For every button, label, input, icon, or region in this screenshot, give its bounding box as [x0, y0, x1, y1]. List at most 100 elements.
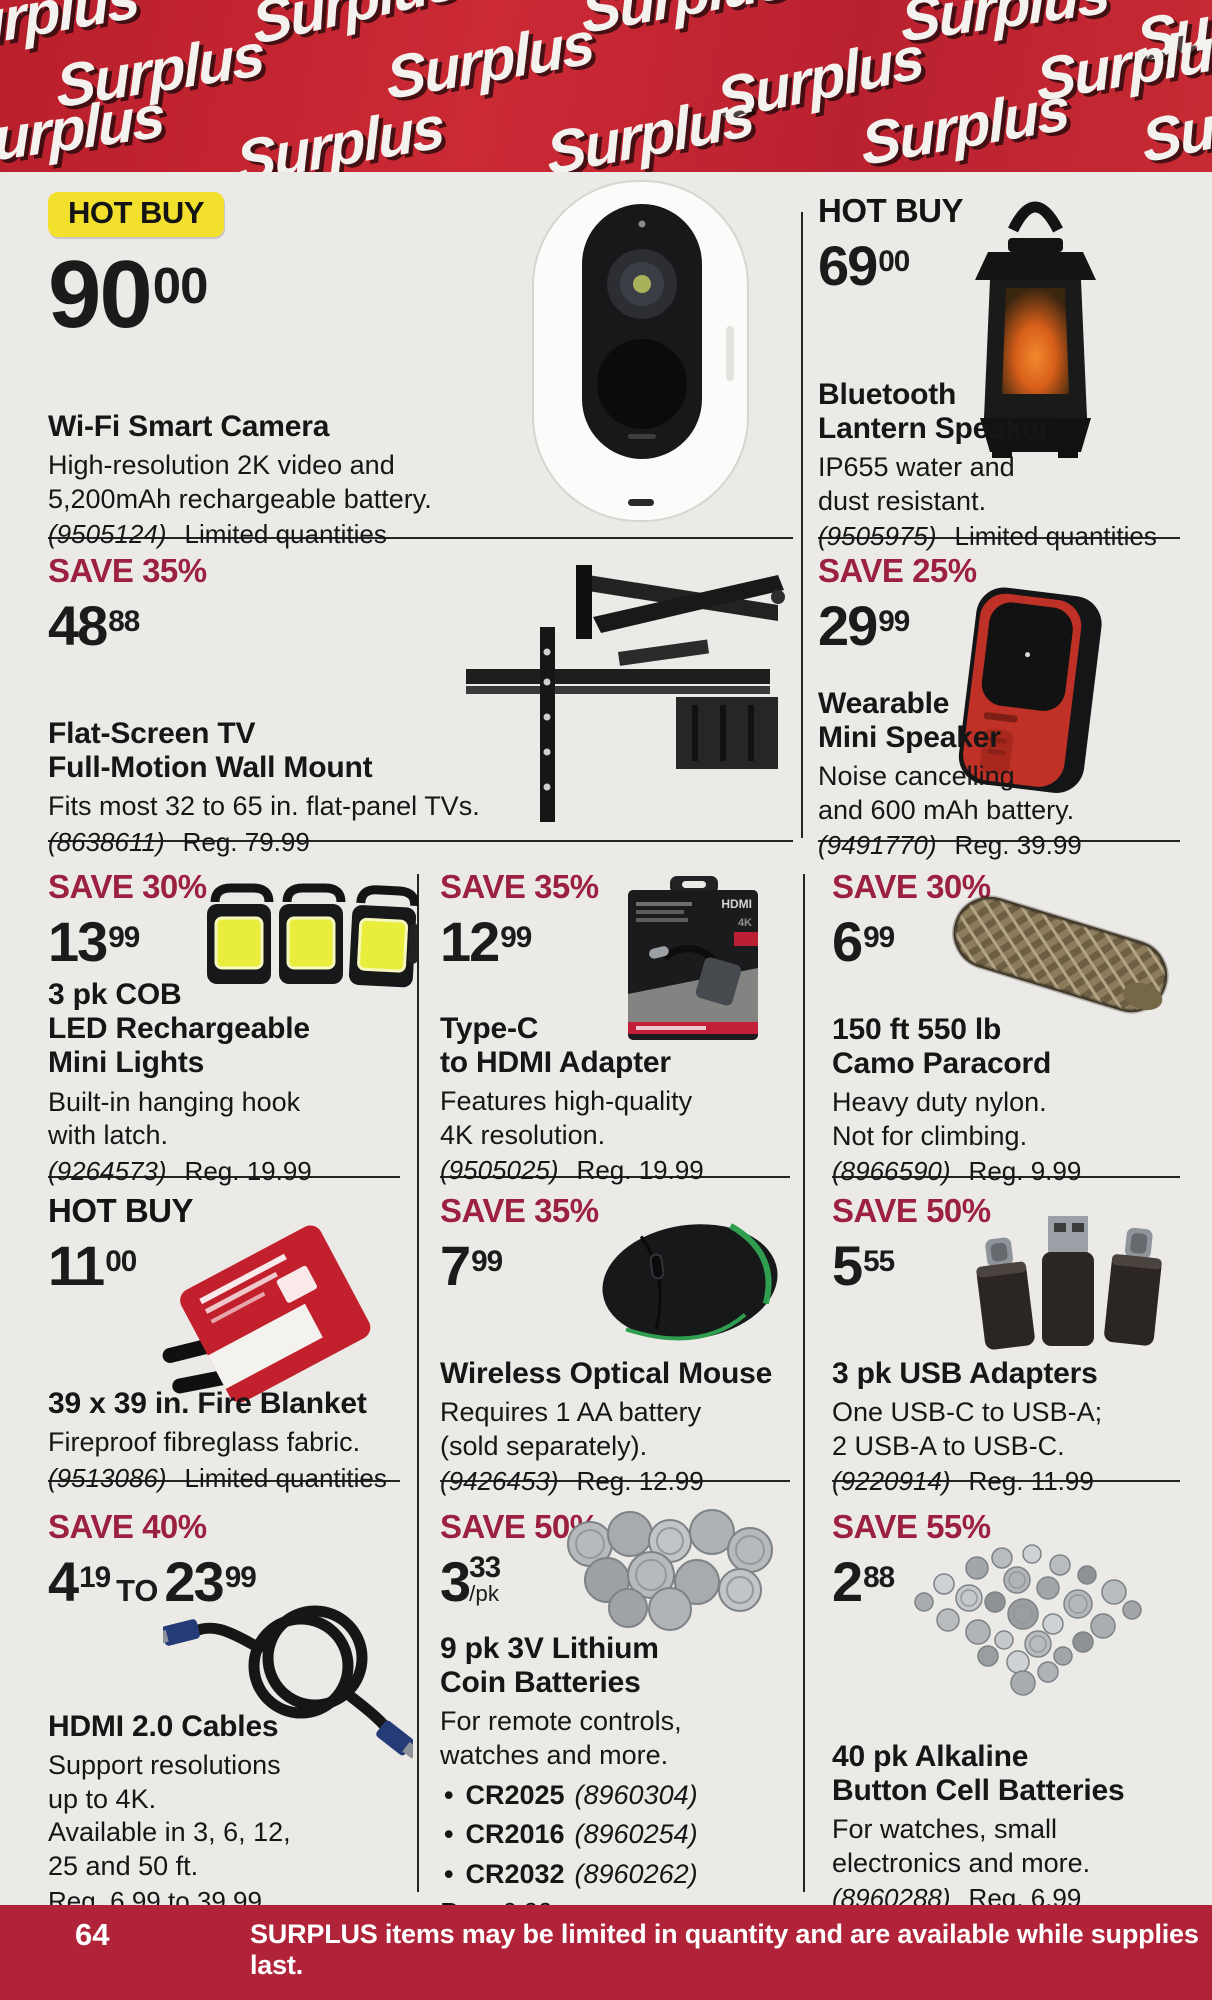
price-cents: 88	[863, 1560, 895, 1594]
type-c-hdmi-adapter-image: HDMI 4K	[612, 876, 772, 1049]
product-desc: IP655 water and dust resistant.	[818, 452, 1015, 516]
price: 555	[832, 1234, 895, 1297]
product-sku: (9505124)	[48, 519, 167, 550]
product-info: 9 pk 3V Lithium Coin Batteries For remot…	[440, 1632, 698, 1928]
product-title: 9 pk 3V Lithium Coin Batteries	[440, 1632, 659, 1700]
price: 2999	[818, 594, 910, 657]
product-card-fire-blanket[interactable]: HOT BUY 1100 39 x 39 in. Fire Blanket Fi…	[48, 1192, 400, 1493]
product-sku: (9505025)	[440, 1155, 559, 1186]
price: 1100	[48, 1234, 137, 1297]
product-title: 3 pk USB Adapters	[832, 1357, 1098, 1390]
product-numline: (9505124) Limited quantities	[48, 519, 432, 550]
product-card-hdmi-cables[interactable]: SAVE 40% 419 TO 2399	[48, 1508, 420, 1916]
price: 4888	[48, 594, 140, 657]
product-desc: Fireproof fibreglass fabric.	[48, 1427, 361, 1458]
page-number: 64	[75, 1917, 110, 1952]
save-badge: SAVE 25%	[818, 552, 977, 589]
product-card-cob-mini-lights[interactable]: SAVE 30% 1399	[48, 868, 420, 1186]
product-card-type-c-hdmi-adapter[interactable]: SAVE 35% 1299 HDMI 4K Type-C	[440, 868, 790, 1185]
product-card-button-cell-batteries[interactable]: SAVE 55% 288	[832, 1508, 1180, 1913]
wifi-smart-camera-image	[528, 176, 753, 531]
product-sku: (9264573)	[48, 1155, 167, 1186]
product-info: Type-C to HDMI Adapter Features high-qua…	[440, 1012, 704, 1186]
save-badge: SAVE 50%	[832, 1192, 991, 1229]
product-card-usb-adapters[interactable]: SAVE 50% 555	[832, 1192, 1180, 1496]
price: 6900	[818, 234, 910, 297]
product-card-wireless-optical-mouse[interactable]: SAVE 35% 799 Wireless Optical Mouse Requ…	[440, 1192, 790, 1496]
column-divider	[417, 874, 419, 1892]
product-card-bluetooth-lantern-speaker[interactable]: HOT BUY 6900 Bluetooth Lantern Speaker I…	[818, 192, 1180, 551]
product-info: Wi-Fi Smart Camera High-resolution 2K vi…	[48, 410, 432, 550]
button-cell-batteries-image	[882, 1538, 1162, 1718]
product-desc: Fits most 32 to 65 in. flat-panel TVs.	[48, 791, 480, 822]
product-sku: (9513086)	[48, 1462, 167, 1493]
product-info: 150 ft 550 lb Camo Paracord Heavy duty n…	[832, 1013, 1081, 1187]
bullet-item: CR2032 (8960262)	[440, 1855, 698, 1894]
product-note: Reg. 11.99	[968, 1466, 1094, 1497]
price: 699	[832, 910, 895, 973]
product-sku: (9220914)	[832, 1466, 951, 1497]
save-badge: SAVE 35%	[48, 552, 207, 589]
price-cents: 19	[79, 1560, 111, 1594]
price-cents: 33	[469, 1551, 501, 1584]
battery-sku: (8960262)	[574, 1858, 698, 1889]
product-info: 3 pk USB Adapters One USB-C to USB-A; 2 …	[832, 1357, 1102, 1497]
save-badge: SAVE 40%	[48, 1508, 207, 1545]
hot-buy-label: HOT BUY	[48, 1192, 194, 1229]
save-badge: SAVE 35%	[440, 1192, 599, 1229]
battery-model-list: CR2025 (8960304) CR2016 (8960254) CR2032 (8…	[440, 1776, 698, 1894]
battery-sku: (8960254)	[574, 1819, 698, 1850]
price-cents: 99	[500, 920, 532, 954]
product-numline: (9513086) Limited quantities	[48, 1463, 387, 1494]
product-numline: (9426453) Reg. 12.99	[440, 1466, 772, 1497]
price-cents: 99	[471, 1244, 503, 1278]
price: 419 TO 2399	[48, 1550, 257, 1613]
save-badge: SAVE 30%	[48, 868, 207, 905]
price-cents: 99	[878, 604, 910, 638]
battery-model: CR2025	[465, 1780, 565, 1811]
battery-model: CR2032	[465, 1858, 565, 1889]
product-card-tv-wall-mount[interactable]: SAVE 35% 4888 Flat-Screen	[48, 552, 793, 857]
surplus-script-text: Surplus	[234, 92, 446, 172]
product-info: 3 pk COB LED Rechargeable Mini Lights Bu…	[48, 978, 312, 1187]
product-numline: (9505975) Limited quantities	[818, 521, 1157, 552]
hdmi-cables-image	[154, 1570, 420, 1780]
save-badge: SAVE 30%	[832, 868, 991, 905]
price-cents: 55	[863, 1244, 895, 1278]
product-desc: For watches, small electronics and more.	[832, 1814, 1091, 1878]
price: 3 33/pk	[440, 1550, 501, 1613]
product-note: Limited quantities	[954, 521, 1157, 552]
product-title: 150 ft 550 lb Camo Paracord	[832, 1013, 1052, 1081]
tv-wall-mount-image	[448, 557, 788, 837]
price: 1299	[440, 910, 532, 973]
product-title: HDMI 2.0 Cables	[48, 1710, 279, 1743]
product-sku: (9426453)	[440, 1466, 559, 1497]
product-numline: (9264573) Reg. 19.99	[48, 1156, 312, 1187]
hot-buy-label: HOT BUY	[818, 192, 964, 229]
product-desc: Features high-quality 4K resolution.	[440, 1086, 693, 1150]
product-title: Wearable Mini Speaker	[818, 687, 1001, 755]
product-numline: (8966590) Reg. 9.99	[832, 1156, 1081, 1187]
product-title: 40 pk Alkaline Button Cell Batteries	[832, 1740, 1125, 1808]
column-divider	[803, 874, 805, 1892]
product-card-wifi-smart-camera[interactable]: HOT BUY 9000 Wi-Fi Smart Camera High-res…	[48, 180, 793, 549]
bluetooth-lantern-speaker-image	[968, 192, 1103, 487]
price: 288	[832, 1550, 895, 1613]
battery-sku: (8960304)	[574, 1780, 698, 1811]
product-note: Reg. 19.99	[184, 1155, 312, 1186]
wearable-mini-speaker-image	[953, 587, 1103, 802]
product-card-camo-paracord[interactable]: SAVE 30% 699 150 ft 550 lb Camo	[832, 868, 1180, 1186]
surplus-script-text: Surplus	[543, 80, 756, 172]
save-badge: SAVE 55%	[832, 1508, 991, 1545]
price-cents: 00	[878, 244, 910, 278]
usb-adapters-image	[942, 1210, 1172, 1363]
product-info: 40 pk Alkaline Button Cell Batteries For…	[832, 1740, 1125, 1914]
product-info: Bluetooth Lantern Speaker IP655 water an…	[818, 378, 1157, 552]
product-card-coin-batteries[interactable]: SAVE 50% 3 33/pk 9 pk 3V Lithium Coin	[440, 1508, 790, 1927]
surplus-banner: Surplus Surplus Surplus Surplus Surplus …	[0, 0, 1212, 172]
product-card-wearable-mini-speaker[interactable]: SAVE 25% 2999 Wearable Mini Speaker Nois…	[818, 552, 1180, 860]
product-numline: (9505025) Reg. 19.99	[440, 1155, 704, 1186]
footer-bar: 64 SURPLUS items may be limited in quant…	[0, 1905, 1212, 2000]
price-cents: 00	[152, 256, 209, 314]
product-title: Flat-Screen TV Full-Motion Wall Mount	[48, 717, 373, 785]
